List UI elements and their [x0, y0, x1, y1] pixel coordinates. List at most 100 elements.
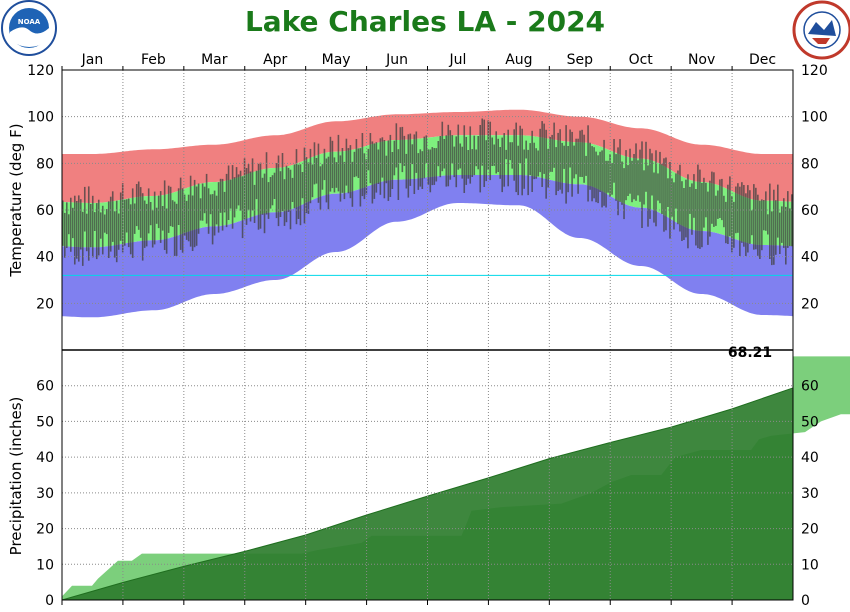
observed-temp-bar: [333, 157, 336, 193]
observed-temp-bar: [159, 191, 162, 243]
observed-temp-bar: [409, 133, 412, 186]
observed-temp-bar: [403, 135, 406, 166]
observed-temp-bar: [745, 193, 747, 256]
observed-temp-bar: [71, 207, 74, 239]
observed-temp-bar: [673, 182, 675, 230]
observed-temp-bar: [64, 212, 66, 258]
observed-temp-bar: [275, 163, 278, 219]
observed-temp-bar: [229, 179, 232, 209]
observed-temp-bar: [661, 163, 663, 215]
observed-temp-bar: [741, 182, 743, 243]
observed-temp-bar: [687, 174, 689, 249]
observed-temp-bar: [239, 170, 242, 211]
observed-temp-bar: [759, 200, 761, 259]
observed-temp-bar: [213, 190, 216, 236]
observed-temp-bar: [311, 164, 314, 198]
observed-temp-bar: [149, 202, 152, 226]
observed-temp-bar: [697, 164, 699, 249]
precip-tick-label: 10: [801, 557, 819, 573]
precip-tick-label: 40: [36, 450, 54, 466]
temp-tick-label: 100: [801, 110, 828, 126]
observed-temp-bar: [301, 172, 304, 199]
observed-temp-bar: [383, 140, 386, 199]
observed-temp-bar: [493, 144, 496, 166]
precip-tick-label: 0: [45, 593, 54, 609]
observed-temp-bar: [717, 190, 719, 219]
precip-tick-label: 30: [36, 486, 54, 502]
observed-temp-bar: [573, 145, 575, 179]
observed-temp-bar: [219, 178, 222, 213]
observed-temp-bar: [459, 143, 462, 169]
observed-temp-bar: [429, 149, 432, 193]
observed-temp-bar: [691, 183, 693, 235]
observed-temp-bar: [701, 183, 703, 248]
observed-temp-bar: [211, 194, 214, 245]
observed-temp-bar: [291, 177, 294, 202]
observed-temp-bar: [561, 142, 563, 194]
observed-temp-bar: [91, 195, 94, 258]
observed-temp-bar: [461, 146, 464, 179]
observed-temp-bar: [727, 184, 729, 244]
observed-temp-bar: [67, 214, 70, 235]
observed-temp-bar: [617, 147, 619, 216]
observed-temp-bar: [293, 164, 296, 209]
observed-temp-bar: [327, 156, 330, 210]
observed-temp-bar: [743, 185, 745, 247]
observed-temp-bar: [645, 141, 647, 192]
month-label: Aug: [505, 52, 532, 68]
observed-temp-bar: [563, 145, 565, 169]
noaa-logo-icon: NOAA: [1, 0, 57, 56]
observed-temp-bar: [601, 150, 603, 208]
observed-temp-bar: [417, 153, 420, 190]
observed-temp-bar: [259, 162, 262, 229]
observed-temp-bar: [393, 140, 396, 176]
precip-tick-label: 30: [801, 486, 819, 502]
observed-temp-bar: [221, 178, 224, 231]
observed-temp-bar: [379, 138, 382, 195]
observed-temp-bar: [511, 142, 513, 169]
observed-temp-bar: [303, 147, 306, 224]
observed-temp-bar: [247, 164, 250, 210]
observed-temp-bar: [391, 152, 394, 189]
observed-temp-bar: [471, 149, 474, 177]
temp-tick-label: 120: [27, 63, 54, 79]
observed-temp-bar: [549, 137, 551, 172]
observed-temp-bar: [571, 131, 573, 197]
observed-temp-bar: [719, 179, 721, 218]
observed-temp-bar: [699, 169, 701, 249]
observed-temp-bar: [285, 165, 288, 223]
observed-temp-bar: [97, 199, 100, 256]
observed-temp-bar: [767, 214, 769, 235]
observed-temp-bar: [543, 123, 545, 174]
observed-temp-bar: [585, 155, 587, 176]
observed-temp-bar: [665, 157, 667, 231]
precip-total-label: 68.21: [728, 345, 772, 361]
observed-temp-bar: [395, 123, 398, 168]
observed-temp-bar: [185, 200, 188, 240]
observed-temp-bar: [507, 129, 509, 187]
observed-temp-bar: [667, 178, 669, 207]
observed-temp-bar: [757, 194, 759, 256]
observed-temp-bar: [547, 148, 549, 188]
observed-temp-bar: [283, 179, 286, 226]
observed-temp-bar: [111, 191, 114, 242]
temp-tick-label: 80: [36, 156, 54, 172]
observed-temp-bar: [707, 191, 709, 245]
observed-temp-bar: [371, 141, 374, 204]
observed-temp-bar: [755, 187, 757, 250]
observed-temp-bar: [597, 155, 599, 204]
observed-temp-bar: [625, 150, 627, 201]
observed-temp-bar: [205, 173, 208, 224]
observed-temp-bar: [249, 171, 252, 222]
observed-temp-bar: [467, 150, 470, 179]
observed-temp-bar: [519, 125, 521, 164]
observed-temp-bar: [783, 198, 785, 248]
observed-temp-bar: [713, 172, 715, 227]
observed-temp-bar: [419, 149, 422, 187]
observed-temp-bar: [85, 213, 88, 252]
observed-temp-bar: [715, 195, 717, 226]
observed-temp-bar: [73, 195, 76, 265]
observed-temp-bar: [423, 136, 426, 179]
observed-temp-bar: [201, 183, 204, 221]
observed-temp-bar: [323, 148, 326, 181]
